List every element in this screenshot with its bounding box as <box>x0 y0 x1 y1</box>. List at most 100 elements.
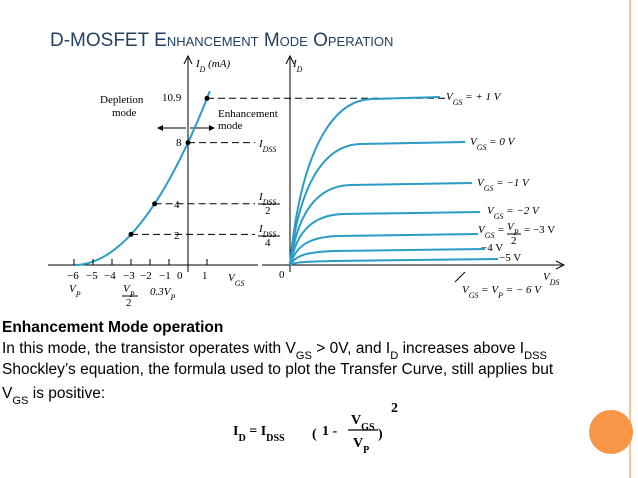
text-run: increases above I <box>398 340 524 357</box>
text-run: 2 <box>126 297 132 309</box>
text-run: V <box>477 177 485 189</box>
figure-label: 8 <box>176 137 182 149</box>
text-run: GS <box>477 143 487 152</box>
figure-label: VGS = <box>478 224 505 240</box>
drain-curve <box>289 248 486 266</box>
paragraph-line: Enhancement Mode operation <box>2 319 223 336</box>
figure-label: IDSS <box>258 223 276 239</box>
figure-label: 1 <box>202 270 208 282</box>
text-run: GS <box>235 279 245 288</box>
text-run: −2 <box>140 270 152 282</box>
text-run: V <box>462 284 470 296</box>
text-run: V <box>2 385 13 402</box>
figure-label: 0 <box>177 270 183 282</box>
figure-label: = −3 V <box>524 224 555 236</box>
formula-part: ID = IDSS <box>233 424 285 444</box>
text-run: P <box>497 291 503 300</box>
text-run: P <box>129 290 135 299</box>
text-run: DSS <box>262 230 277 239</box>
formula-part: VP <box>353 436 369 456</box>
formula-part: VGS <box>351 413 375 433</box>
text-run: 2 <box>511 235 517 247</box>
text-run: (mA) <box>205 58 230 70</box>
text-run: 1 <box>202 270 208 282</box>
text-run: Shockley’s equation, the formula used to… <box>2 361 554 378</box>
drain-curve <box>289 211 481 266</box>
text-run: −1 <box>159 270 171 282</box>
text-run: = −2 V <box>503 205 540 217</box>
text-run: DSS <box>524 350 547 362</box>
figure-label: VGS <box>228 272 244 288</box>
arrow <box>157 125 163 131</box>
figure-label: mode <box>218 120 243 132</box>
figure-label: −5 V <box>499 252 521 264</box>
pointer <box>454 271 466 283</box>
text-run: P <box>363 445 369 456</box>
drain-curve <box>289 182 473 266</box>
arrow <box>209 125 215 131</box>
text-run: = + 1 V <box>462 91 501 103</box>
arrow <box>183 54 193 65</box>
text-run: GS <box>484 184 494 193</box>
figure-label: −3 <box>123 270 135 282</box>
figure-label: VGS = −1 V <box>477 177 530 193</box>
text-run: 10.9 <box>162 92 182 104</box>
text-run: V <box>487 205 495 217</box>
text-run: D <box>199 65 206 74</box>
figure-label: 0.3VP <box>150 286 175 302</box>
figure-label: VP <box>507 221 519 237</box>
text-run: = I <box>246 424 266 439</box>
slide-title: D-MOSFET Enhancement Mode Operation <box>50 30 393 51</box>
drain-curve <box>289 233 479 266</box>
figure-label: IDSS <box>258 191 276 207</box>
text-run: DSS <box>262 145 277 154</box>
paragraph-line: VGS is positive: <box>2 385 105 407</box>
text-run: D <box>296 65 303 74</box>
text-run: = − 6 V <box>503 284 542 296</box>
text-run: 4 <box>174 199 180 211</box>
text-run: GS <box>469 291 479 300</box>
figure-label: VGS = VP = − 6 V <box>462 284 542 300</box>
text-run: 2 <box>391 401 398 416</box>
text-run: mode <box>218 120 243 132</box>
text-run: −5 V <box>499 252 521 264</box>
figure-label: VGS = + 1 V <box>446 91 502 107</box>
text-run: −6 <box>67 270 79 282</box>
arrow <box>555 260 566 270</box>
text-run: = <box>494 224 504 236</box>
text-run: = V <box>478 284 499 296</box>
text-run: −5 <box>86 270 98 282</box>
arrow <box>285 54 295 65</box>
text-run: V <box>351 413 361 428</box>
text-run: Enhancement Mode operation <box>2 319 223 336</box>
text-run: 2 <box>174 230 180 242</box>
text-run: P <box>169 293 175 302</box>
text-run: I <box>292 58 298 70</box>
text-run: P <box>75 290 81 299</box>
text-run: I <box>258 138 264 150</box>
text-run: P <box>513 228 519 237</box>
text-run: V <box>543 271 551 283</box>
paragraph-line: In this mode, the transistor operates wi… <box>2 340 547 362</box>
text-run: 0 <box>177 270 183 282</box>
figure-label: mode <box>112 107 137 119</box>
figure-label: VGS = 0 V <box>470 136 516 152</box>
text-run: V <box>353 436 363 451</box>
figure-label: IDSS <box>258 138 276 154</box>
text-run: 4 <box>265 237 271 249</box>
figure-label: 10.9 <box>162 92 182 104</box>
text-run: V <box>228 272 236 284</box>
text-run: GS <box>485 231 495 240</box>
text-run: I <box>195 58 201 70</box>
text-run: −4 <box>104 270 116 282</box>
text-run: is positive: <box>28 385 105 402</box>
text-run: V <box>507 221 515 233</box>
text-run: −3 <box>123 270 135 282</box>
figure-label: −1 <box>159 270 171 282</box>
text-run: GS <box>361 422 375 433</box>
text-run: = −1 V <box>493 177 530 189</box>
text-run: = −3 V <box>524 224 555 236</box>
decor-circle <box>589 410 633 454</box>
figure-label: 2 <box>126 297 132 309</box>
